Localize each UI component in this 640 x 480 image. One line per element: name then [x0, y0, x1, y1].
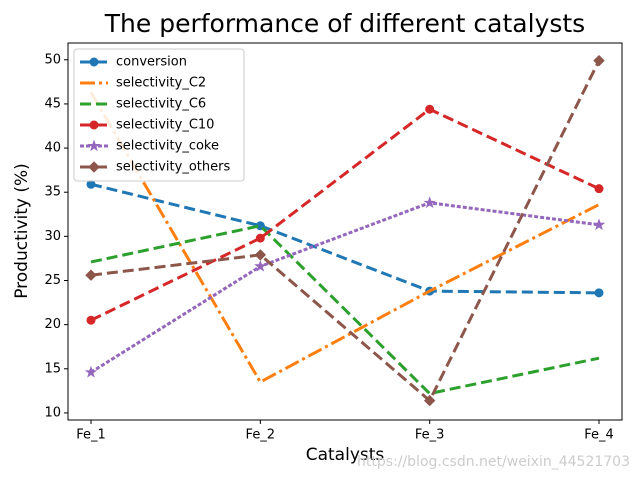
y-tick-label: 15 — [44, 361, 61, 376]
marker — [254, 249, 267, 261]
series-line — [90, 224, 600, 396]
y-tick-label: 30 — [44, 229, 61, 244]
series-line — [90, 182, 600, 295]
x-axis-label: Catalysts — [306, 445, 385, 465]
y-tick-label: 20 — [44, 317, 61, 332]
marker — [593, 54, 605, 67]
marker — [255, 233, 265, 243]
legend-label: selectivity_coke — [116, 139, 219, 154]
legend-box — [73, 48, 245, 182]
x-tick-label: Fe_1 — [76, 428, 106, 443]
marker — [423, 196, 436, 209]
y-axis-label: Productivity (%) — [12, 163, 32, 299]
x-tick-label: Fe_2 — [246, 428, 276, 443]
x-tick-label: Fe_3 — [415, 428, 445, 443]
y-tick-label: 35 — [44, 185, 61, 200]
marker — [594, 184, 604, 194]
legend-label: selectivity_C2 — [116, 76, 206, 91]
x-tick-label: Fe_4 — [584, 428, 614, 443]
legend-label: selectivity_C10 — [116, 118, 214, 133]
legend-marker — [89, 57, 99, 67]
legend-label: selectivity_others — [116, 160, 230, 175]
marker — [254, 259, 267, 272]
marker — [85, 269, 97, 281]
watermark: https://blog.csdn.net/weixin_44521703 — [357, 454, 630, 470]
marker — [423, 394, 436, 407]
y-tick-label: 45 — [44, 96, 61, 111]
series-line — [90, 107, 600, 322]
marker — [594, 288, 604, 298]
marker — [84, 365, 98, 378]
y-tick-label: 50 — [44, 52, 61, 67]
chart-title: The performance of different catalysts — [104, 9, 585, 38]
plot-frame — [67, 42, 623, 421]
marker — [592, 218, 606, 231]
legend-marker — [88, 161, 100, 173]
y-tick-label: 25 — [44, 273, 61, 288]
legend-label: selectivity_C6 — [116, 97, 206, 112]
legend-marker — [87, 139, 101, 152]
series-line — [89, 91, 600, 385]
legend-label: conversion — [116, 55, 187, 70]
marker — [86, 315, 96, 325]
y-tick-label: 10 — [44, 405, 61, 420]
series-line — [90, 201, 600, 374]
series-line — [90, 59, 601, 403]
legend-marker — [89, 120, 99, 130]
marker — [425, 104, 435, 114]
y-tick-label: 40 — [44, 141, 61, 156]
